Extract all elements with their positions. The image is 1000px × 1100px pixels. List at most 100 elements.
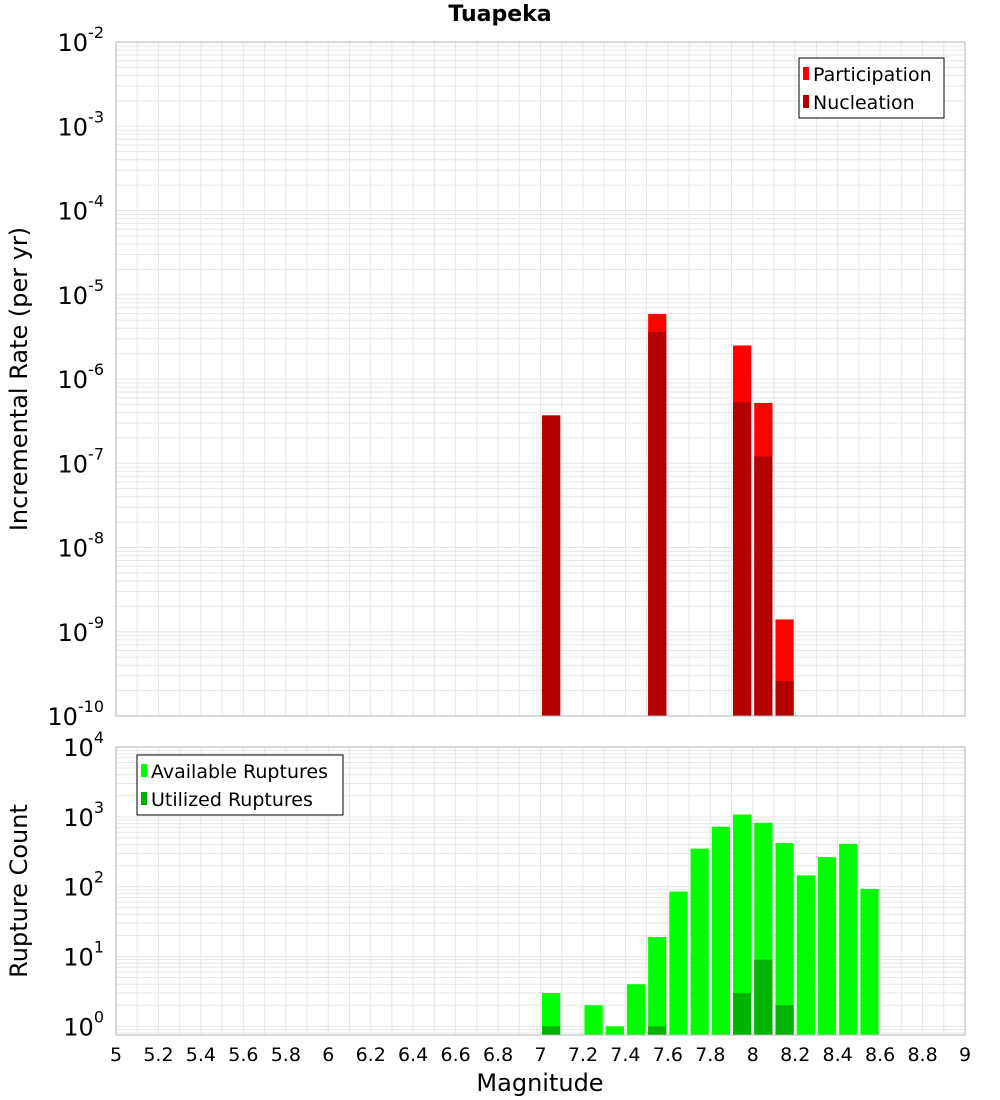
x-tick-label: 7.2 — [568, 1044, 598, 1066]
y-tick-exponent: -10 — [78, 697, 104, 716]
y-tick-label: 101 — [63, 937, 104, 971]
y-tick-base: 10 — [47, 703, 78, 731]
nucleation-bar — [754, 456, 773, 716]
available-ruptures-bar — [860, 888, 879, 1035]
y-tick-label: 10-3 — [58, 107, 105, 141]
available-ruptures-bar — [648, 936, 667, 1035]
legend-entry-label: Available Ruptures — [151, 761, 328, 783]
y-tick-base: 10 — [58, 198, 89, 226]
x-tick-label: 7.6 — [653, 1044, 683, 1066]
y-tick-label: 103 — [63, 798, 104, 832]
y-tick-label: 10-5 — [58, 276, 105, 310]
x-tick-label: 5.6 — [228, 1044, 258, 1066]
y-tick-base: 10 — [63, 804, 94, 832]
top-bars — [542, 314, 794, 716]
top-plot-frame — [115, 41, 966, 717]
x-tick-labels: 5 5.2 5.4 5.6 5.8 6 6.2 6.4 6.6 6.8 7 7.2 7.4 7.6 7.8 8… — [110, 1044, 971, 1066]
x-tick-label: 9 — [959, 1044, 971, 1066]
legend-box — [798, 57, 945, 119]
legend-swatch — [141, 764, 147, 777]
y-tick-base: 10 — [58, 450, 89, 478]
y-tick-exponent: -5 — [88, 276, 104, 295]
nucleation-bar — [733, 402, 752, 716]
y-tick-exponent: -8 — [88, 529, 104, 548]
y-tick-exponent: 0 — [94, 1007, 104, 1026]
y-tick-exponent: -4 — [88, 192, 104, 211]
y-tick-label: 10-4 — [58, 192, 105, 226]
available-ruptures-bar — [817, 857, 837, 1035]
x-tick-label: 8.2 — [780, 1044, 810, 1066]
x-tick-label: 6.2 — [356, 1044, 386, 1066]
x-tick-label: 8.4 — [823, 1044, 853, 1066]
y-tick-base: 10 — [58, 113, 89, 141]
x-tick-label: 5.2 — [143, 1044, 173, 1066]
available-ruptures-bar — [542, 992, 561, 1035]
y-tick-base: 10 — [58, 535, 89, 563]
bottom-plot-frame — [115, 746, 966, 1036]
y-tick-label: 10-6 — [58, 360, 105, 394]
legend-box — [136, 754, 344, 816]
bottom-bars — [542, 814, 879, 1035]
legend-swatch — [803, 95, 809, 108]
chart-title: Tuapeka — [448, 2, 552, 27]
y-tick-label: 10-7 — [58, 444, 105, 478]
y-tick-label: 10-8 — [58, 529, 105, 563]
nucleation-bar — [775, 681, 794, 716]
y-tick-exponent: -6 — [88, 360, 104, 379]
bottom-y-axis-label: Rupture Count — [5, 804, 33, 978]
y-tick-base: 10 — [63, 874, 94, 902]
available-ruptures-bar — [796, 875, 815, 1035]
x-tick-label: 7 — [534, 1044, 546, 1066]
x-tick-label: 5.4 — [186, 1044, 216, 1066]
y-tick-base: 10 — [58, 366, 89, 394]
x-tick-label: 6.8 — [483, 1044, 513, 1066]
y-tick-base: 10 — [63, 1013, 94, 1041]
utilized-ruptures-bar — [542, 1026, 561, 1035]
legend-swatch — [803, 67, 809, 80]
y-tick-label: 10-10 — [47, 697, 104, 731]
x-tick-label: 8.8 — [907, 1044, 937, 1066]
x-tick-label: 7.4 — [610, 1044, 640, 1066]
available-ruptures-bar — [669, 891, 688, 1035]
y-tick-label: 100 — [63, 1007, 104, 1041]
x-tick-label: 6.6 — [440, 1044, 470, 1066]
y-tick-base: 10 — [58, 282, 89, 310]
y-tick-exponent: 3 — [94, 798, 104, 817]
y-tick-label: 10-9 — [58, 613, 105, 647]
available-ruptures-bar — [733, 814, 752, 1035]
y-tick-exponent: 1 — [94, 937, 104, 956]
x-tick-label: 8.6 — [865, 1044, 895, 1066]
y-tick-base: 10 — [58, 619, 89, 647]
available-ruptures-bar — [690, 848, 709, 1035]
bottom-legend: Available Ruptures Utilized Ruptures — [136, 754, 344, 816]
legend-entry-label: Utilized Ruptures — [151, 789, 313, 811]
nucleation-bar — [648, 332, 667, 716]
y-tick-base: 10 — [63, 734, 94, 762]
legend-entry-label: Participation — [813, 64, 932, 86]
x-tick-label: 7.8 — [695, 1044, 725, 1066]
top-y-axis-label: Incremental Rate (per yr) — [5, 227, 33, 531]
x-tick-label: 5 — [110, 1044, 122, 1066]
utilized-ruptures-bar — [648, 1026, 667, 1035]
legend-swatch — [141, 792, 147, 805]
y-tick-exponent: 4 — [94, 728, 104, 747]
x-axis-label: Magnitude — [476, 1069, 603, 1097]
y-tick-base: 10 — [58, 29, 89, 57]
available-ruptures-bar — [626, 984, 646, 1035]
available-ruptures-bar — [584, 1005, 603, 1035]
y-tick-exponent: 2 — [94, 868, 104, 887]
x-tick-label: 6 — [322, 1044, 334, 1066]
utilized-ruptures-bar — [775, 1005, 794, 1035]
y-tick-base: 10 — [63, 943, 94, 971]
x-tick-label: 8 — [747, 1044, 759, 1066]
utilized-ruptures-bar — [733, 992, 752, 1035]
available-ruptures-bar — [775, 843, 794, 1035]
available-ruptures-bar — [839, 843, 858, 1035]
utilized-ruptures-bar — [754, 959, 773, 1035]
x-tick-label: 6.4 — [398, 1044, 428, 1066]
